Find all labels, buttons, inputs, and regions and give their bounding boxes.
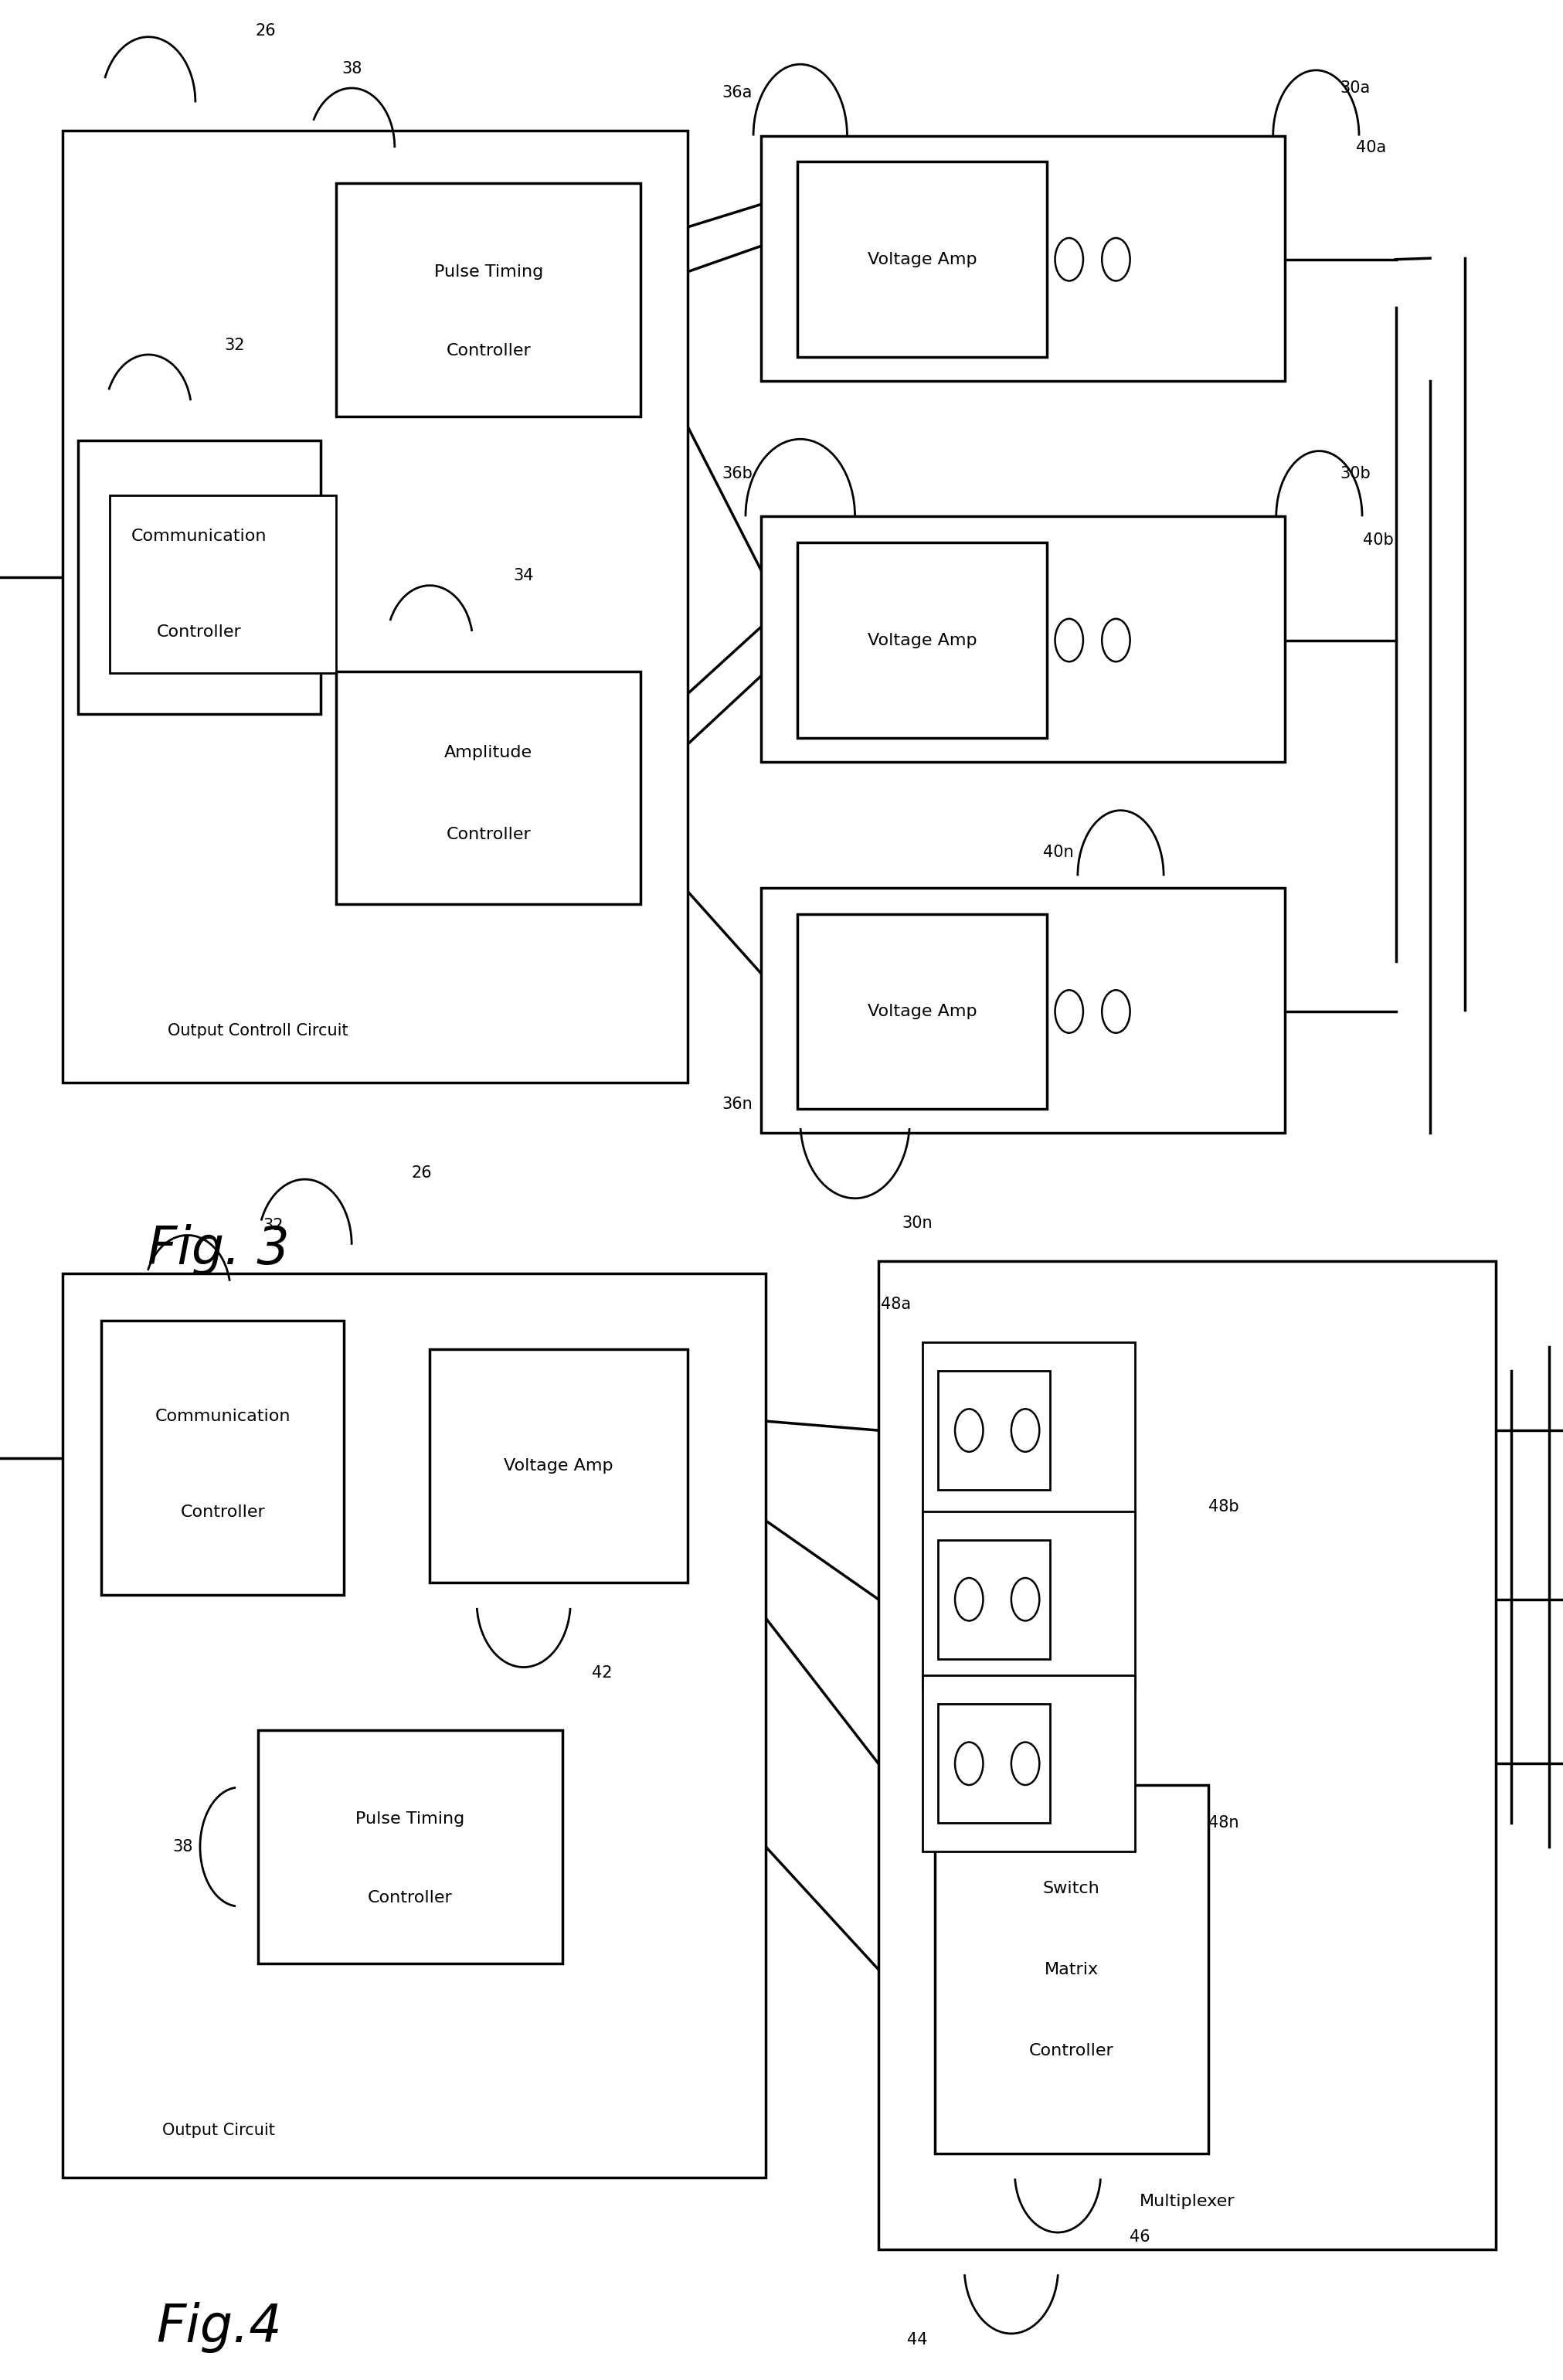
Text: 26: 26 xyxy=(411,1166,433,1180)
Text: Communication: Communication xyxy=(131,528,267,543)
Text: Matrix: Matrix xyxy=(1044,1961,1099,1978)
Text: 34: 34 xyxy=(513,569,535,583)
Bar xyxy=(109,495,336,674)
Bar xyxy=(935,1785,1208,2154)
Bar xyxy=(938,1371,1050,1490)
Text: Switch: Switch xyxy=(1043,1880,1100,1897)
Text: 36n: 36n xyxy=(722,1097,753,1111)
Bar xyxy=(922,1342,1135,1518)
Bar xyxy=(922,1511,1135,1687)
Text: 38: 38 xyxy=(172,1840,194,1854)
Bar xyxy=(797,543,1047,738)
Text: Amplitude: Amplitude xyxy=(444,745,533,762)
Bar xyxy=(761,516,1285,762)
Text: 46: 46 xyxy=(1130,2230,1150,2244)
Bar xyxy=(258,1730,563,1964)
Text: 36a: 36a xyxy=(722,86,752,100)
Bar xyxy=(761,888,1285,1133)
Text: Controller: Controller xyxy=(445,826,531,843)
Text: Output Circuit: Output Circuit xyxy=(163,2123,275,2137)
Bar xyxy=(336,183,641,416)
Text: Pulse Timing: Pulse Timing xyxy=(435,264,542,278)
Text: Voltage Amp: Voltage Amp xyxy=(867,252,977,267)
Text: 40b: 40b xyxy=(1363,533,1394,547)
Text: 26: 26 xyxy=(255,24,277,38)
Bar xyxy=(336,671,641,904)
Text: Voltage Amp: Voltage Amp xyxy=(867,1004,977,1019)
Bar xyxy=(797,162,1047,357)
Text: 40n: 40n xyxy=(1043,845,1074,859)
Text: 32: 32 xyxy=(224,338,245,352)
Text: Controller: Controller xyxy=(367,1890,453,1906)
Bar xyxy=(938,1704,1050,1823)
Text: 32: 32 xyxy=(263,1219,284,1233)
Text: 30a: 30a xyxy=(1339,81,1371,95)
Bar xyxy=(63,131,688,1083)
Text: Communication: Communication xyxy=(155,1409,291,1423)
Text: Controller: Controller xyxy=(1028,2042,1114,2059)
Text: Voltage Amp: Voltage Amp xyxy=(503,1459,614,1473)
Bar xyxy=(430,1349,688,1583)
Bar xyxy=(78,440,320,714)
Bar xyxy=(761,136,1285,381)
Text: Multiplexer: Multiplexer xyxy=(1139,2194,1235,2209)
Text: Fig.4: Fig.4 xyxy=(156,2301,281,2354)
Bar xyxy=(938,1540,1050,1659)
Text: 38: 38 xyxy=(341,62,363,76)
Text: 48a: 48a xyxy=(882,1297,911,1311)
Bar xyxy=(102,1321,344,1595)
Text: 36b: 36b xyxy=(722,466,753,481)
Text: 30n: 30n xyxy=(902,1216,933,1230)
Text: Controller: Controller xyxy=(180,1504,266,1521)
Text: Controller: Controller xyxy=(156,624,242,640)
Bar xyxy=(878,1261,1496,2249)
Text: 42: 42 xyxy=(591,1666,613,1680)
Text: Pulse Timing: Pulse Timing xyxy=(356,1811,464,1825)
Bar xyxy=(797,914,1047,1109)
Text: Output Controll Circuit: Output Controll Circuit xyxy=(167,1023,349,1038)
Text: 48b: 48b xyxy=(1208,1499,1239,1514)
Text: Fig. 3: Fig. 3 xyxy=(148,1223,289,1276)
Bar xyxy=(63,1273,766,2178)
Text: 40a: 40a xyxy=(1355,140,1386,155)
Text: Controller: Controller xyxy=(445,343,531,359)
Text: 44: 44 xyxy=(907,2332,928,2347)
Bar xyxy=(922,1676,1135,1852)
Text: 48n: 48n xyxy=(1208,1816,1239,1830)
Text: 30b: 30b xyxy=(1339,466,1371,481)
Text: Voltage Amp: Voltage Amp xyxy=(867,633,977,647)
